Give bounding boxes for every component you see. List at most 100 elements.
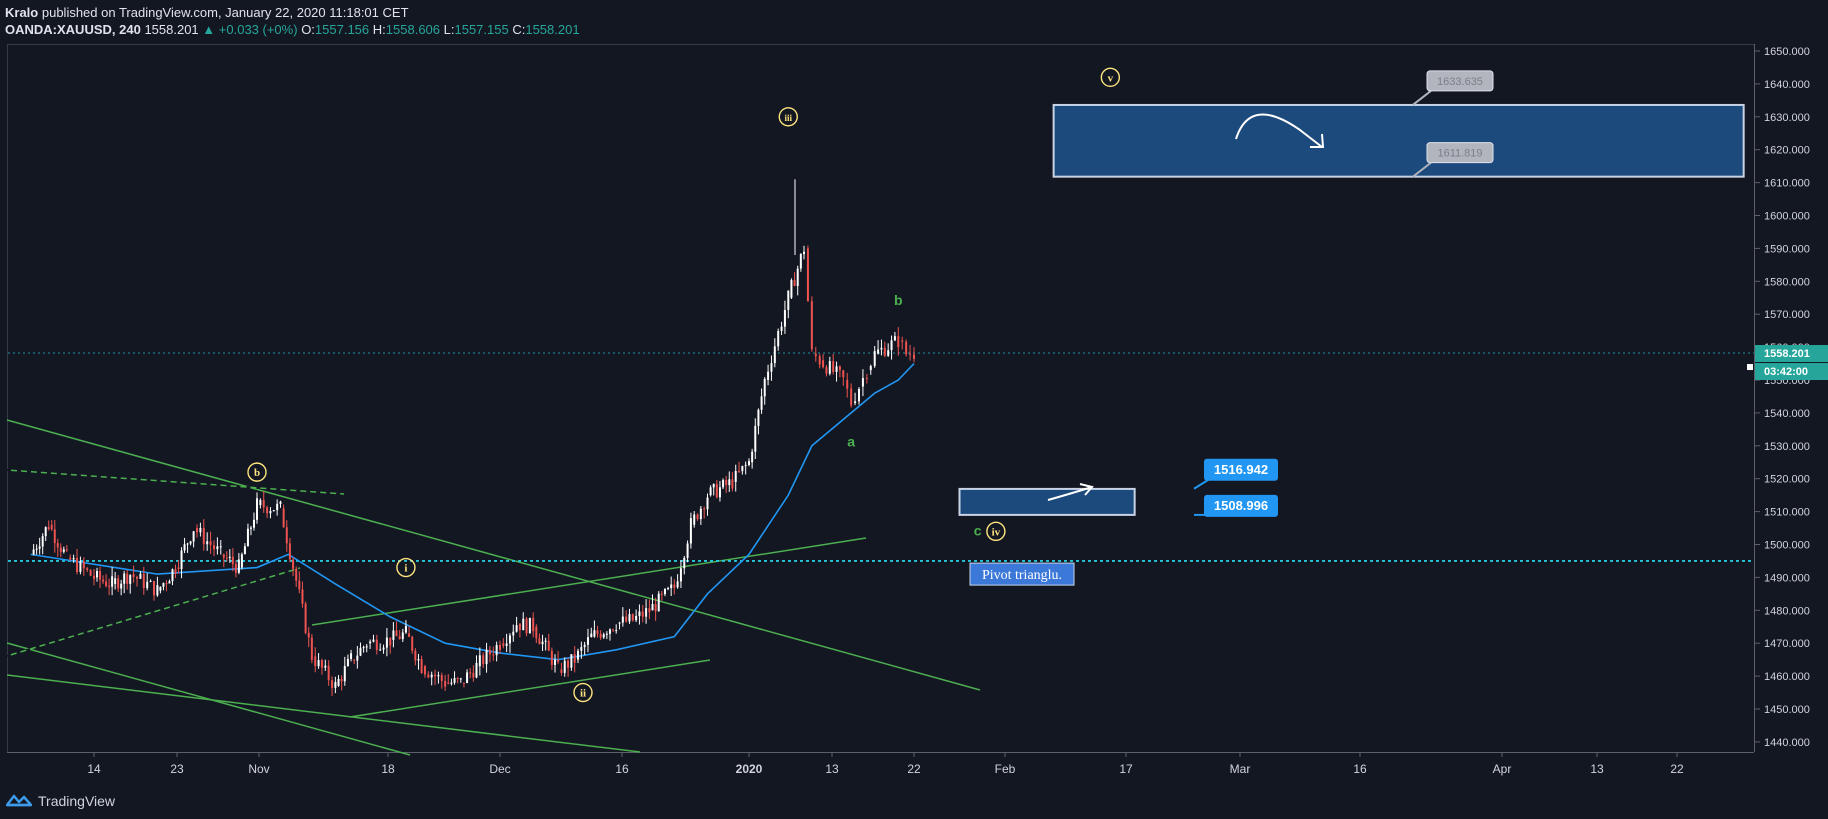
candle-body bbox=[82, 561, 85, 569]
time-tick-label: 22 bbox=[1670, 762, 1684, 776]
candle-body bbox=[825, 367, 828, 374]
time-tick-label: 16 bbox=[615, 762, 629, 776]
candle-body bbox=[231, 556, 234, 565]
wave-label-text: iv bbox=[992, 526, 1001, 538]
candle-body bbox=[715, 484, 718, 498]
candle-body bbox=[298, 580, 301, 590]
candle-body bbox=[324, 665, 327, 668]
candle-body bbox=[132, 574, 135, 577]
candle-body bbox=[337, 678, 340, 686]
candle-body bbox=[625, 616, 628, 622]
price-tick-label: 1460.000 bbox=[1764, 671, 1810, 683]
price-tick-label: 1580.000 bbox=[1764, 276, 1810, 288]
candle-body bbox=[102, 579, 105, 582]
iv-top-callout-box bbox=[1204, 458, 1278, 481]
candle-body bbox=[760, 396, 763, 410]
candle-body bbox=[787, 290, 790, 310]
time-tick-label: Mar bbox=[1230, 762, 1251, 776]
candle-body bbox=[560, 669, 563, 673]
price-tick-label: 1650.000 bbox=[1764, 46, 1810, 58]
candle-body bbox=[505, 643, 508, 646]
zone-top-callout-text: 1633.635 bbox=[1437, 76, 1483, 88]
time-tick-label: 22 bbox=[907, 762, 921, 776]
wave-letter-label: c bbox=[974, 522, 982, 538]
candle-body bbox=[177, 567, 180, 570]
candle-body bbox=[557, 659, 560, 662]
price-tick-label: 1600.000 bbox=[1764, 211, 1810, 223]
candle-body bbox=[69, 557, 72, 560]
candle-body bbox=[206, 541, 209, 545]
candle-body bbox=[570, 654, 573, 668]
candle-body bbox=[243, 546, 246, 555]
candle-body bbox=[292, 559, 295, 569]
candle-body bbox=[648, 608, 651, 613]
candle-body bbox=[369, 641, 372, 644]
wave-iv-zone bbox=[958, 487, 1136, 516]
candle-body bbox=[417, 659, 420, 661]
footer-branding[interactable]: TradingView bbox=[6, 790, 115, 812]
candle-body bbox=[580, 647, 583, 651]
candle-body bbox=[767, 371, 770, 380]
candle-body bbox=[621, 616, 624, 623]
candle-body bbox=[56, 543, 59, 548]
candle-body bbox=[472, 672, 475, 678]
pivot-note-box bbox=[969, 562, 1075, 586]
candle-body bbox=[320, 660, 323, 668]
candle-body bbox=[259, 500, 262, 506]
high-label: H: bbox=[372, 22, 386, 37]
candle-body bbox=[437, 675, 440, 677]
close-label: C: bbox=[512, 22, 526, 37]
open-value: 1557.156 bbox=[314, 22, 370, 37]
candle-body bbox=[547, 640, 550, 651]
chart-plot-area[interactable] bbox=[7, 44, 1755, 753]
wave-label-text: v bbox=[1108, 72, 1114, 84]
candle-body bbox=[222, 554, 225, 558]
trendline-dash-gap bbox=[6, 469, 345, 495]
candle-body bbox=[414, 650, 417, 661]
price-axis[interactable] bbox=[1754, 44, 1828, 752]
candle-body bbox=[793, 280, 796, 286]
candle-body bbox=[269, 511, 272, 514]
time-tick-label: Nov bbox=[248, 762, 269, 776]
time-tick-label: 16 bbox=[1353, 762, 1367, 776]
price-marker bbox=[1747, 364, 1753, 371]
candle-body bbox=[822, 360, 825, 368]
author-name[interactable]: Kralo bbox=[5, 5, 39, 20]
candle-body bbox=[641, 611, 644, 617]
candle-body bbox=[38, 546, 41, 549]
candle-body bbox=[651, 604, 654, 611]
candle-body bbox=[35, 548, 38, 550]
iv-bottom-callout-box bbox=[1204, 494, 1278, 517]
candle-body bbox=[382, 647, 385, 650]
candle-body bbox=[754, 425, 757, 452]
time-tick-label: Dec bbox=[489, 762, 510, 776]
candle-body bbox=[738, 470, 741, 472]
chart-canvas[interactable]: 1650.000 1640.000 1630.000 1620.000 1610.000… bbox=[0, 0, 1828, 790]
price-tick-label: 1530.000 bbox=[1764, 441, 1810, 453]
countdown-badge-text: 03:42:00 bbox=[1764, 366, 1808, 378]
candle-body bbox=[96, 571, 99, 578]
time-axis[interactable] bbox=[7, 752, 1754, 781]
candle-body bbox=[725, 480, 728, 486]
candle-body bbox=[780, 326, 783, 331]
candle-body bbox=[842, 370, 845, 378]
tradingview-logo-icon bbox=[6, 793, 32, 809]
candle-body bbox=[522, 618, 525, 631]
candle-body bbox=[628, 614, 631, 622]
candle-body bbox=[567, 660, 570, 668]
candle-body bbox=[744, 464, 747, 466]
candle-body bbox=[146, 581, 149, 589]
candle-body bbox=[673, 584, 676, 588]
candle-body bbox=[189, 541, 192, 544]
candle-body bbox=[149, 581, 152, 583]
candle-body bbox=[676, 581, 679, 588]
candle-body bbox=[850, 388, 853, 406]
price-tick-label: 1490.000 bbox=[1764, 572, 1810, 584]
candle-body bbox=[362, 647, 365, 649]
candle-body bbox=[731, 479, 734, 489]
candle-body bbox=[120, 583, 123, 589]
symbol-name[interactable]: OANDA:XAUUSD, 240 bbox=[5, 22, 141, 37]
wave-label-circle bbox=[247, 462, 267, 482]
high-value: 1558.606 bbox=[385, 22, 441, 37]
candle-body bbox=[237, 559, 240, 573]
